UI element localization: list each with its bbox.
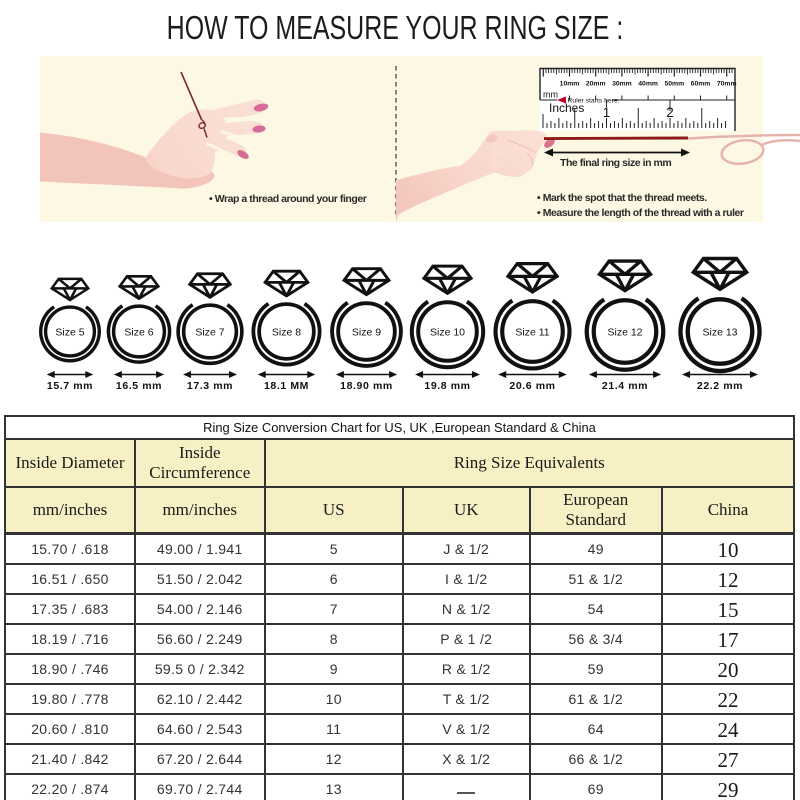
svg-text:50mm: 50mm	[664, 81, 684, 88]
svg-text:Size 13: Size 13	[702, 327, 737, 339]
svg-text:Ruler starts here.: Ruler starts here.	[568, 98, 620, 105]
svg-text:Size 12: Size 12	[607, 327, 642, 339]
svg-text:70mm: 70mm	[717, 81, 737, 88]
svg-text:mm: mm	[543, 90, 558, 100]
svg-text:Size 5: Size 5	[55, 327, 84, 339]
svg-text:Size 7: Size 7	[195, 327, 224, 339]
svg-text:Size 8: Size 8	[272, 327, 301, 339]
svg-text:22.2 mm: 22.2 mm	[697, 380, 743, 392]
svg-text:16.5 mm: 16.5 mm	[116, 380, 162, 392]
svg-text:17.3 mm: 17.3 mm	[187, 380, 233, 392]
svg-text:20.6 mm: 20.6 mm	[509, 380, 555, 392]
svg-text:Inches: Inches	[549, 101, 584, 115]
svg-text:60mm: 60mm	[691, 81, 711, 88]
svg-text:10mm: 10mm	[560, 81, 580, 88]
svg-text:1: 1	[603, 105, 611, 120]
svg-text:18.1 MM: 18.1 MM	[264, 380, 309, 392]
svg-text:Size 6: Size 6	[124, 327, 153, 339]
svg-text:2: 2	[666, 105, 674, 120]
svg-text:30mm: 30mm	[612, 81, 632, 88]
svg-text:18.90 mm: 18.90 mm	[340, 380, 393, 392]
svg-text:Size 10: Size 10	[430, 327, 465, 339]
svg-text:Size 9: Size 9	[352, 327, 381, 339]
svg-text:20mm: 20mm	[586, 81, 606, 88]
svg-text:Size 11: Size 11	[515, 327, 549, 339]
svg-text:19.8 mm: 19.8 mm	[424, 380, 470, 392]
svg-text:40mm: 40mm	[638, 81, 658, 88]
svg-text:15.7 mm: 15.7 mm	[47, 380, 93, 392]
svg-text:21.4 mm: 21.4 mm	[602, 380, 648, 392]
